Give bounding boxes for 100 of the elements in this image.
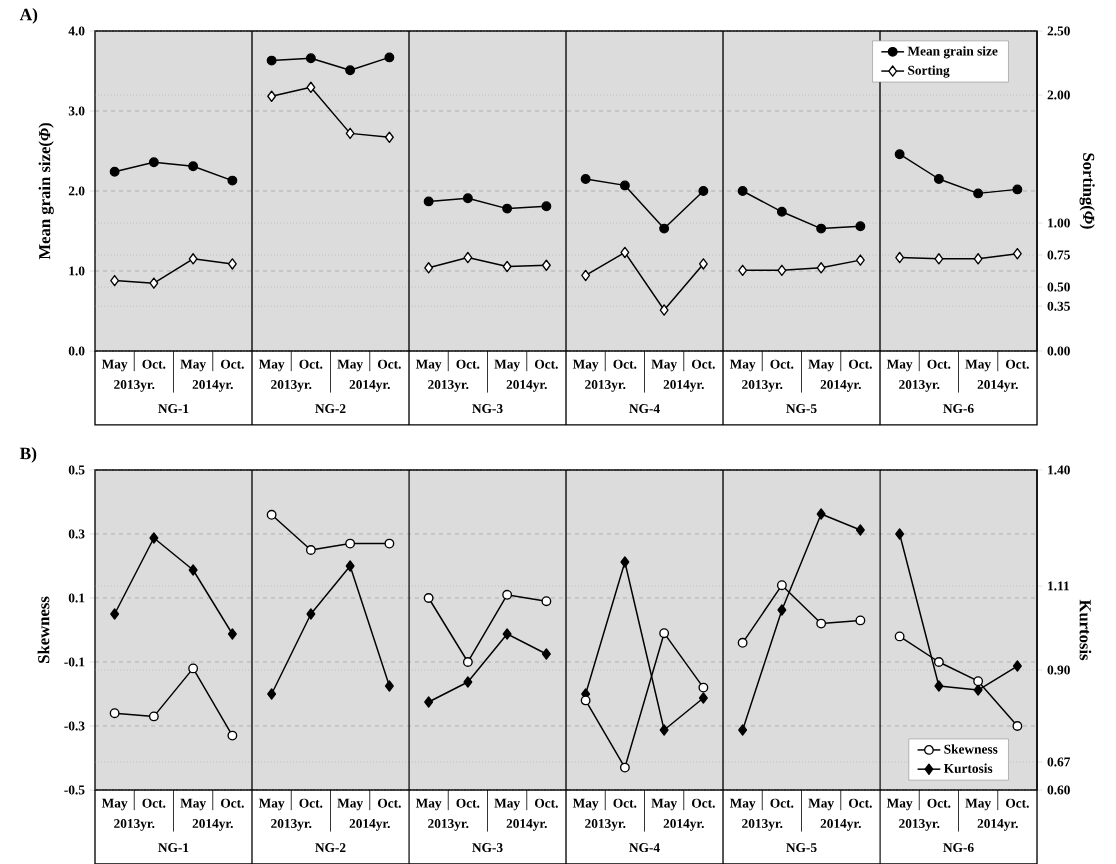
text: 2014yr.	[506, 380, 547, 392]
x-tick-label: May	[258, 798, 285, 811]
y-tick-label: -0.3	[64, 721, 85, 731]
text: NG-1	[158, 404, 189, 414]
text: NG-3	[472, 404, 503, 414]
y-tick-label: 0.5	[68, 465, 85, 475]
x-tick-label: Oct.	[535, 798, 558, 808]
x-tick-label: Oct.	[142, 798, 166, 808]
y-tick-label: -0.1	[64, 657, 85, 667]
x-tick-label: May	[101, 798, 128, 811]
text: NG-2	[315, 404, 346, 414]
x-tick-label: Oct.	[927, 359, 951, 369]
y2-tick-label: 1.11	[1048, 581, 1069, 591]
x-tick-label: Oct.	[692, 798, 715, 808]
y-tick-label: -0.5	[64, 785, 85, 795]
y2-axis-title: Sorting(Φ)	[1079, 153, 1095, 229]
x-tick-label: May	[808, 359, 834, 372]
x-tick-label: May	[337, 359, 363, 372]
chart-title: B)	[19, 447, 37, 463]
x-tick-label: Oct.	[692, 359, 715, 369]
text: 2014yr.	[820, 819, 861, 831]
x-tick-label: Oct.	[1006, 798, 1029, 808]
x-tick-label: May	[965, 359, 991, 372]
y2-tick-label: 0.90	[1047, 665, 1070, 675]
text: 2013yr.	[271, 819, 312, 831]
x-tick-label: Oct.	[456, 359, 480, 369]
y2-tick-label: 0.00	[1047, 346, 1070, 356]
x-tick-label: Oct.	[456, 798, 480, 808]
text: 2013yr.	[899, 380, 940, 392]
text: 2014yr.	[349, 380, 390, 392]
x-tick-label: May	[180, 798, 206, 811]
y2-tick-label: 1.40	[1048, 465, 1070, 475]
x-tick-label: May	[965, 798, 991, 811]
x-tick-label: May	[572, 798, 599, 811]
x-tick-label: May	[337, 798, 363, 811]
x-tick-label: May	[729, 798, 756, 811]
y2-tick-label: 0.35	[1047, 301, 1070, 311]
y2-tick-label: 0.67	[1047, 757, 1071, 767]
x-tick-label: May	[258, 359, 285, 372]
y-axis-title: Skewness	[37, 596, 50, 663]
text: 2014yr.	[977, 380, 1018, 392]
text: 2013yr.	[742, 819, 783, 831]
chart-title: A)	[19, 8, 38, 24]
x-tick-label: May	[808, 798, 834, 811]
legend-label: Sorting	[908, 65, 950, 78]
text: 2013yr.	[114, 380, 155, 392]
text: 2014yr.	[192, 380, 233, 392]
x-tick-label: Oct.	[221, 798, 244, 808]
text: NG-6	[943, 404, 974, 414]
x-tick-label: May	[651, 798, 677, 811]
x-tick-label: Oct.	[613, 359, 637, 369]
x-tick-label: Oct.	[378, 359, 401, 369]
text: NG-2	[315, 843, 346, 853]
y2-tick-label: 1.00	[1048, 218, 1070, 228]
text: NG-4	[629, 404, 660, 414]
y2-tick-label: 2.50	[1047, 26, 1070, 36]
text: NG-6	[943, 843, 974, 853]
x-tick-label: May	[494, 359, 520, 372]
y-axis-title: Mean grain size(Φ)	[38, 123, 54, 260]
text: 2013yr.	[585, 380, 626, 392]
y-tick-label: 2.0	[68, 186, 85, 196]
text: 2014yr.	[820, 380, 861, 392]
x-tick-label: May	[651, 359, 677, 372]
text: 2013yr.	[428, 380, 469, 392]
x-tick-label: May	[572, 359, 599, 372]
y-tick-label: 1.0	[69, 266, 85, 276]
x-tick-label: May	[415, 798, 442, 811]
text: NG-5	[786, 843, 817, 853]
x-tick-label: Oct.	[299, 359, 323, 369]
x-tick-label: Oct.	[299, 798, 323, 808]
text: 2013yr.	[114, 819, 155, 831]
text: 2013yr.	[899, 819, 940, 831]
text: NG-4	[629, 843, 660, 853]
y2-tick-label: 0.50	[1047, 282, 1070, 292]
text: NG-3	[472, 843, 503, 853]
text: 2013yr.	[271, 380, 312, 392]
text: 2014yr.	[506, 819, 547, 831]
x-tick-label: May	[494, 798, 520, 811]
text: 2014yr.	[192, 819, 233, 831]
y2-tick-label: 0.75	[1047, 250, 1070, 260]
x-tick-label: Oct.	[613, 798, 637, 808]
text: 2014yr.	[349, 819, 390, 831]
x-tick-label: Oct.	[1006, 359, 1029, 369]
x-tick-label: May	[886, 798, 913, 811]
text: 2013yr.	[742, 380, 783, 392]
x-tick-label: Oct.	[142, 359, 166, 369]
legend-label: Kurtosis	[943, 763, 993, 773]
y-tick-label: 0.3	[68, 529, 85, 539]
x-tick-label: Oct.	[849, 798, 872, 808]
y-tick-label: 4.0	[68, 26, 85, 36]
y-tick-label: 0.1	[68, 593, 85, 603]
x-tick-label: Oct.	[770, 798, 794, 808]
y2-axis-title: Kurtosis	[1079, 599, 1092, 661]
legend-label: Mean grain size	[907, 46, 998, 59]
text: NG-5	[786, 404, 817, 414]
text: NG-1	[158, 843, 189, 853]
x-tick-label: Oct.	[221, 359, 244, 369]
text: 2014yr.	[663, 819, 704, 831]
x-tick-label: Oct.	[849, 359, 872, 369]
x-tick-label: May	[886, 359, 913, 372]
